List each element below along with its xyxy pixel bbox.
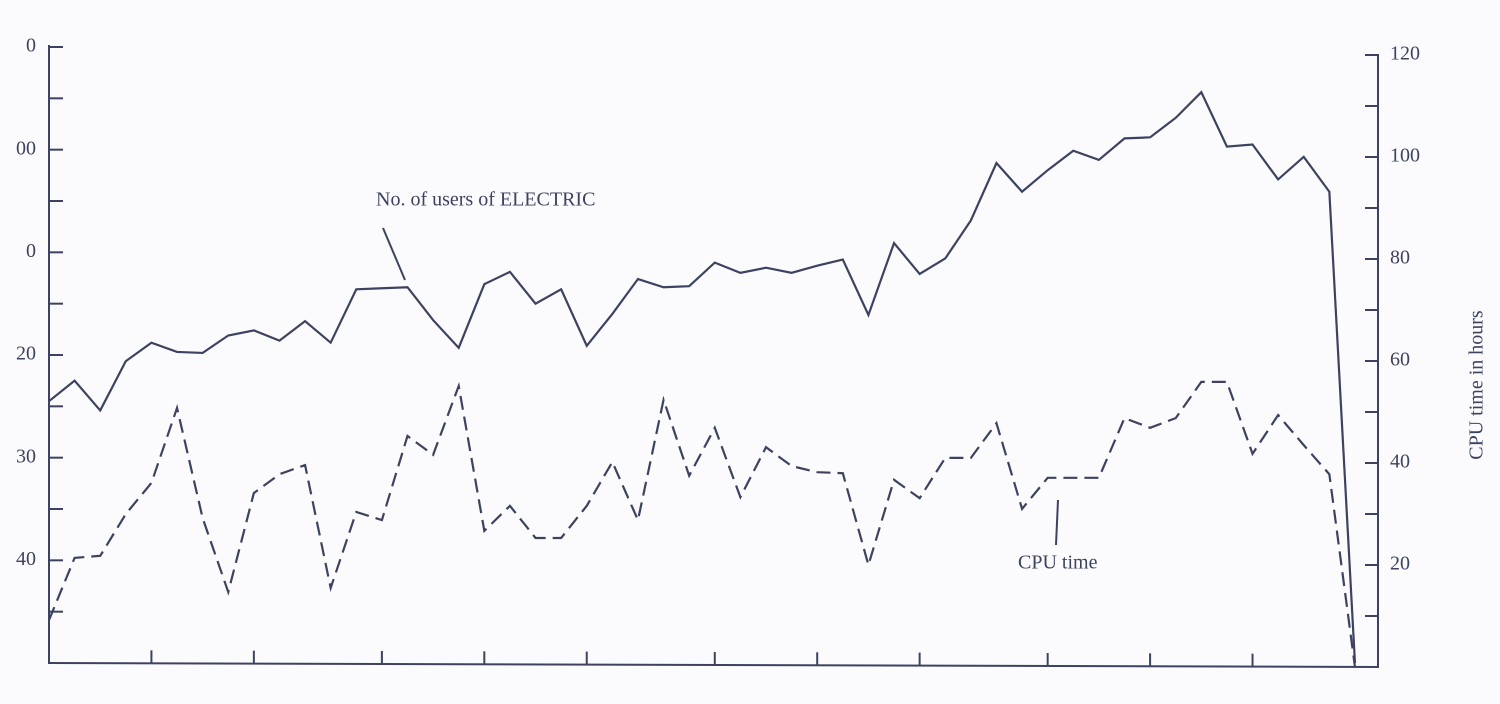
y2-tick-label: 60 [1390, 349, 1410, 371]
annotation: No. of users of ELECTRIC [376, 189, 595, 211]
annotation-leader [1055, 499, 1059, 546]
y-tick-label: 00 [16, 137, 36, 159]
y-tick-label: 30 [16, 445, 36, 467]
y-tick-label: 0 [26, 240, 36, 262]
y2-tick-label: 120 [1390, 43, 1420, 65]
series-line [47, 380, 1357, 668]
y2-tick-label: 20 [1390, 553, 1410, 575]
y2-tick-label: 80 [1390, 247, 1410, 269]
y-tick-label: 0 [26, 35, 36, 57]
annotation-leader [382, 227, 406, 281]
y2-axis-label: CPU time in hours [1466, 310, 1488, 460]
x-axis [47, 662, 1380, 668]
y2-tick-label: 40 [1390, 451, 1410, 473]
series-line [48, 90, 1357, 664]
annotation: CPU time [1018, 552, 1098, 574]
y-tick-label: 40 [16, 548, 36, 570]
y-tick-label: 20 [16, 343, 36, 365]
y2-tick-label: 100 [1390, 145, 1420, 167]
